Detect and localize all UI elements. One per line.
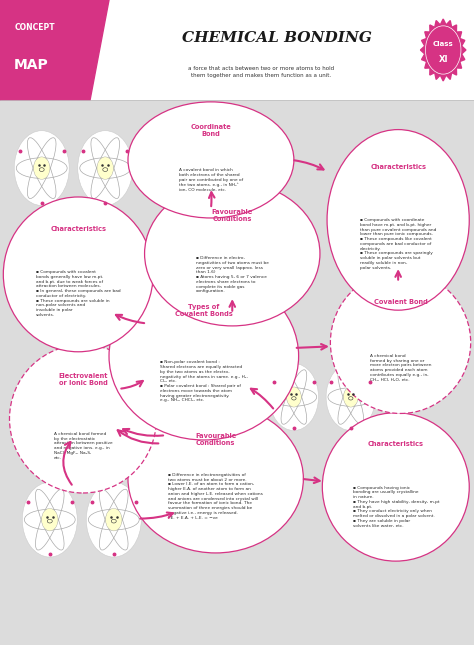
Circle shape [286,387,301,407]
Bar [0,0,474,100]
Circle shape [86,482,141,557]
Ellipse shape [3,197,153,352]
Text: Characteristics: Characteristics [368,441,424,447]
Text: XI: XI [438,55,448,64]
Ellipse shape [109,272,299,440]
Text: CHEMICAL BONDING: CHEMICAL BONDING [182,31,372,45]
Circle shape [101,163,109,174]
Text: A covalent bond in which
both electrons of the shared
pair are contributed by on: A covalent bond in which both electrons … [179,168,243,192]
Text: ▪ Difference in electro-
negativities of two atoms must be
zero or very small (a: ▪ Difference in electro- negativities of… [196,256,269,293]
Circle shape [97,157,113,179]
Text: ▪ Compounds having ionic
bonding are usually crystalline
in nature.
▪ They have : ▪ Compounds having ionic bonding are usu… [353,486,439,528]
Circle shape [426,26,461,74]
Circle shape [326,364,375,431]
Text: ▪ Compounds with covalent
bonds generally have low m.pt.
and b.pt. due to weak f: ▪ Compounds with covalent bonds generall… [36,270,120,317]
Circle shape [22,482,77,557]
Circle shape [110,515,118,525]
Text: Favourable
Conditions: Favourable Conditions [211,209,253,222]
Ellipse shape [128,404,303,553]
Text: Characteristics: Characteristics [50,226,106,232]
Text: Class: Class [433,41,454,46]
Polygon shape [0,0,109,100]
Text: Types of
Covalent Bonds: Types of Covalent Bonds [175,304,233,317]
Circle shape [347,392,354,402]
Ellipse shape [145,181,320,326]
Text: Electrovalent
or Ionic Bond: Electrovalent or Ionic Bond [58,373,108,386]
Circle shape [291,392,297,402]
Ellipse shape [330,272,471,413]
Text: MAP: MAP [14,58,49,72]
Polygon shape [420,19,466,81]
Ellipse shape [322,413,469,561]
Text: ▪ Difference in electronegativities of
two atoms must be about 2 or more.
▪ Lowe: ▪ Difference in electronegativities of t… [168,473,263,520]
Circle shape [38,163,46,174]
Ellipse shape [9,344,156,493]
Text: Coordinate
Bond: Coordinate Bond [191,124,231,137]
Circle shape [269,364,319,431]
Text: A chemical bond
formed by sharing one or
more electron pairs between
atoms provi: A chemical bond formed by sharing one or… [370,354,431,382]
Text: A chemical bond formed
by the electrostatic
attraction between positive
and nega: A chemical bond formed by the electrosta… [54,432,112,460]
Text: Characteristics: Characteristics [370,164,426,170]
Text: a force that acts between two or more atoms to hold
them together and makes them: a force that acts between two or more at… [188,66,334,78]
Text: Favourable
Conditions: Favourable Conditions [195,433,237,446]
Circle shape [14,131,69,206]
Circle shape [46,515,54,525]
Text: ▪ Compounds with coordinate
bond have m.pt. and b.pt. higher
than pure covalent : ▪ Compounds with coordinate bond have m.… [360,218,437,270]
Text: ▪ Non-polar covalent bond :
Shared electrons are equally attracted
by the two at: ▪ Non-polar covalent bond : Shared elect… [160,361,248,402]
Circle shape [34,157,50,179]
Ellipse shape [327,130,469,310]
Text: Covalent Bond: Covalent Bond [374,299,428,304]
Circle shape [343,387,358,407]
Circle shape [106,508,122,531]
Text: CONCEPT: CONCEPT [14,23,55,32]
Ellipse shape [128,102,294,218]
Circle shape [78,131,133,206]
Circle shape [42,508,58,531]
